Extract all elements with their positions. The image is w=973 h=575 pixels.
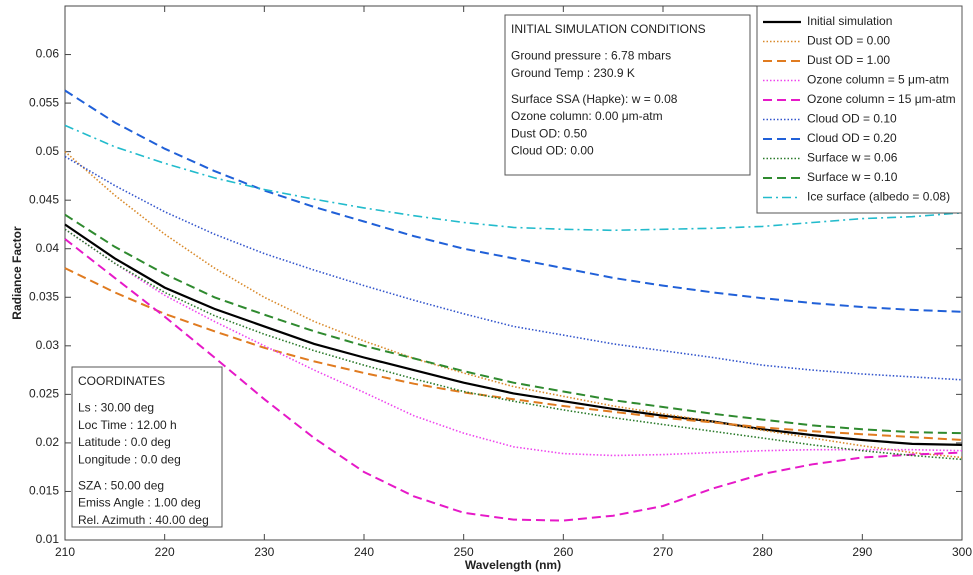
series-line [64,238,963,522]
legend-label: Dust OD = 0.00 [807,34,890,48]
series-line [64,223,963,446]
x-tick-label: 290 [852,545,872,559]
y-tick-label: 0.06 [36,47,60,61]
legend-label: Cloud OD = 0.10 [807,112,897,126]
series-line [64,267,963,441]
series-line [64,213,963,435]
legend-label: Initial simulation [807,14,892,28]
annotation-box [504,14,751,176]
y-tick-label: 0.02 [36,435,60,449]
annotation-text: Latitude : 0.0 deg [78,435,171,449]
y-tick-label: 0.05 [36,144,60,158]
legend-label: Ice surface (albedo = 0.08) [807,190,950,204]
legend-label: Surface w = 0.06 [807,151,898,165]
x-tick-label: 210 [55,545,75,559]
annotation-text: Cloud OD: 0.00 [511,144,594,158]
y-tick-label: 0.055 [29,95,59,109]
annotation-text: Ls : 30.00 deg [78,400,154,414]
series-line [64,150,963,459]
x-tick-label: 250 [454,545,474,559]
x-axis-label: Wavelength (nm) [465,558,561,572]
annotation-text: Rel. Azimuth : 40.00 deg [78,513,209,527]
y-tick-label: 0.01 [36,532,60,546]
x-tick-label: 260 [553,545,573,559]
annotation-text: Surface SSA (Hapke): w = 0.08 [511,92,678,106]
x-tick-label: 240 [354,545,374,559]
annotation-title: INITIAL SIMULATION CONDITIONS [511,22,706,36]
x-tick-label: 270 [653,545,673,559]
legend-label: Cloud OD = 0.20 [807,131,897,145]
y-tick-label: 0.015 [29,484,59,498]
y-tick-label: 0.04 [36,241,60,255]
y-tick-label: 0.03 [36,338,60,352]
x-tick-label: 220 [155,545,175,559]
y-tick-label: 0.035 [29,289,59,303]
annotation-box [71,366,223,528]
legend-label: Ozone column = 5 μm-atm [807,73,949,87]
y-tick-label: 0.025 [29,387,59,401]
x-tick-label: 300 [952,545,972,559]
legend-label: Surface w = 0.10 [807,170,898,184]
annotation-text: Ozone column: 0.00 μm-atm [511,109,663,123]
annotation-text: Ground Temp : 230.9 K [511,66,635,80]
series-line [64,124,963,232]
annotation-text: Loc Time : 12.00 h [78,418,177,432]
annotation-text: SZA : 50.00 deg [78,478,164,492]
annotation-text: Ground pressure : 6.78 mbars [511,48,671,62]
x-tick-label: 230 [254,545,274,559]
y-axis-label: Radiance Factor [10,226,24,320]
x-tick-label: 280 [753,545,773,559]
legend-label: Ozone column = 15 μm-atm [807,92,956,106]
series-line [64,155,963,381]
y-tick-label: 0.045 [29,192,59,206]
annotation-title: COORDINATES [78,374,165,388]
series-line [64,228,963,461]
series-line [64,228,963,457]
annotation-text: Emiss Angle : 1.00 deg [78,496,201,510]
legend-label: Dust OD = 1.00 [807,53,890,67]
annotation-text: Dust OD: 0.50 [511,126,587,140]
annotation-text: Longitude : 0.0 deg [78,452,181,466]
series-line [64,89,963,313]
